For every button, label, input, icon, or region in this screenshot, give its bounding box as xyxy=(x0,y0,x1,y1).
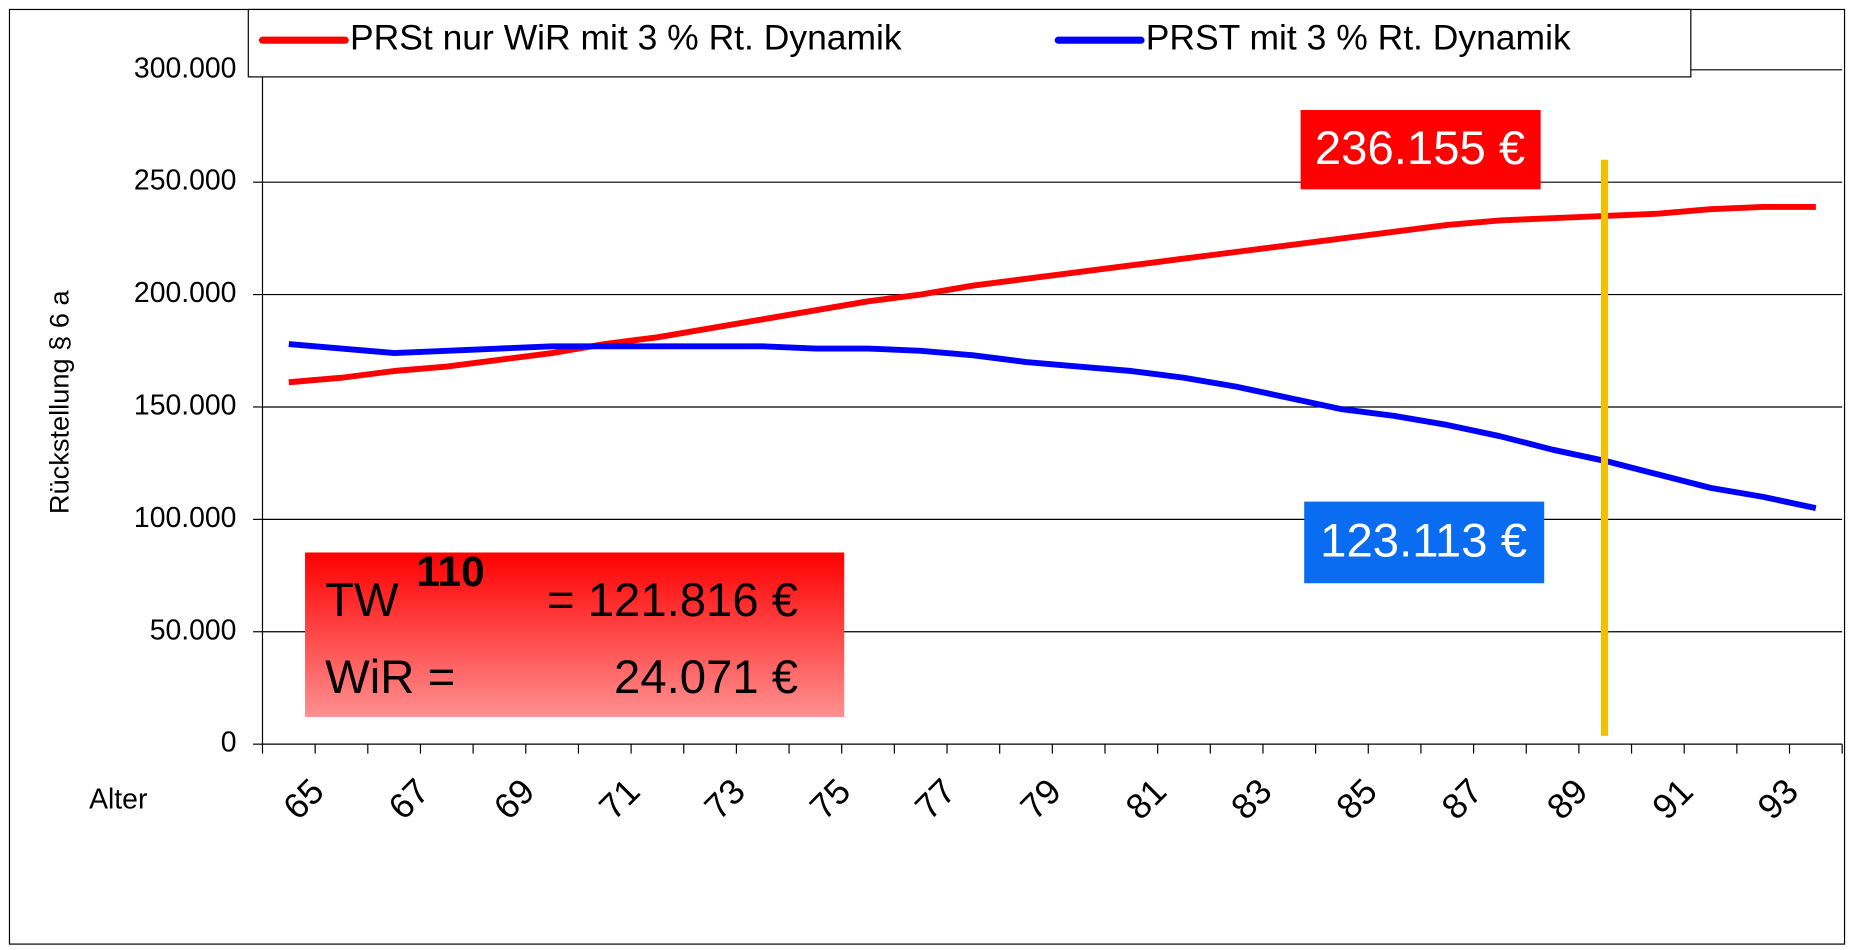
x-tick-label: 85 xyxy=(1329,771,1385,827)
red-value: 236.155 € xyxy=(1315,122,1525,175)
x-tick-label: 83 xyxy=(1223,771,1279,827)
y-axis-label: Rückstellung § 6 a xyxy=(44,290,75,515)
tw-label: TW xyxy=(325,574,399,627)
series-line xyxy=(288,341,1817,512)
legend-label: PRST mit 3 % Rt. Dynamik xyxy=(1146,18,1571,58)
blue-value: 123.113 € xyxy=(1320,515,1527,568)
y-tick-label: 50.000 xyxy=(150,614,237,646)
x-tick-label: 89 xyxy=(1539,771,1595,827)
x-tick-label: 69 xyxy=(486,771,542,827)
legend-label: PRSt nur WiR mit 3 % Rt. Dynamik xyxy=(350,18,902,58)
y-tick-label: 300.000 xyxy=(134,52,237,84)
x-tick-label: 87 xyxy=(1434,771,1490,827)
y-tick-label: 200.000 xyxy=(134,277,237,309)
x-tick-label: 71 xyxy=(591,771,647,827)
x-tick-label: 77 xyxy=(907,771,963,827)
x-tick-label: 93 xyxy=(1750,771,1806,827)
x-tick-label: 79 xyxy=(1013,771,1069,827)
x-axis-label: Alter xyxy=(89,783,147,815)
tw-box xyxy=(305,552,845,717)
x-tick-label: 91 xyxy=(1644,771,1700,827)
x-tick-label: 65 xyxy=(275,771,331,827)
y-tick-label: 250.000 xyxy=(134,165,237,197)
x-tick-label: 73 xyxy=(697,771,753,827)
x-tick-label: 75 xyxy=(802,771,858,827)
wir-value: 24.071 € xyxy=(614,651,798,704)
red-value-box xyxy=(1300,110,1541,190)
x-tick-label: 81 xyxy=(1118,771,1174,827)
legend xyxy=(247,8,1692,78)
y-tick-label: 0 xyxy=(221,727,237,759)
y-tick-label: 150.000 xyxy=(134,389,237,421)
tw-value: = 121.816 € xyxy=(547,574,798,627)
blue-value-box xyxy=(1304,501,1545,584)
tw-superscript: 110 xyxy=(416,548,485,596)
series-line xyxy=(288,203,1816,386)
y-tick-label: 100.000 xyxy=(134,502,237,534)
wir-label: WiR = xyxy=(325,651,455,704)
x-tick-label: 67 xyxy=(381,771,437,827)
